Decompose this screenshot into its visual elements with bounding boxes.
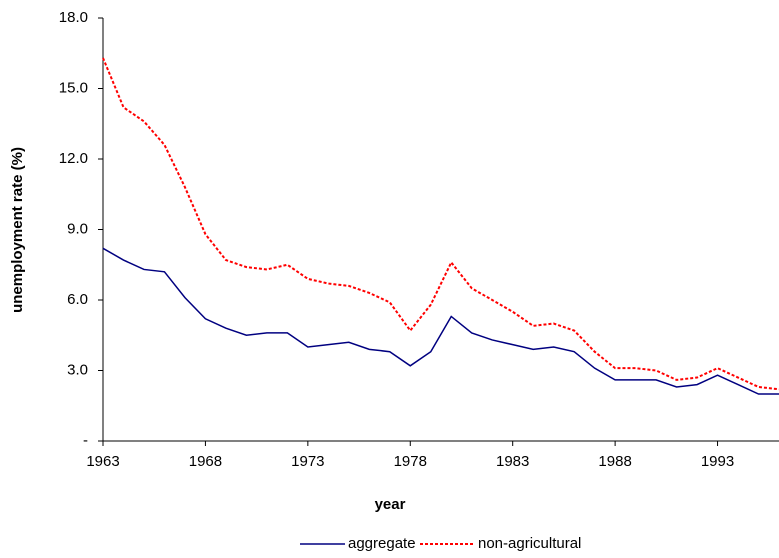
- series-line: [102, 247, 779, 395]
- y-tick-label: 3.0: [67, 361, 88, 378]
- x-tick-label: 1983: [496, 453, 529, 470]
- y-tick-label: 15.0: [59, 79, 88, 96]
- x-tick-label: 1963: [86, 453, 119, 470]
- y-axis-title: unemployment rate (%): [9, 147, 26, 313]
- x-tick-label: 1968: [189, 453, 222, 470]
- x-tick-label: 1993: [701, 453, 734, 470]
- y-tick-label: 9.0: [67, 220, 88, 237]
- x-tick-label: 1988: [598, 453, 631, 470]
- x-tick-label: 1978: [394, 453, 427, 470]
- y-tick-label: -: [83, 432, 88, 449]
- y-tick-label: 18.0: [59, 9, 88, 26]
- legend-label: non-agricultural: [478, 535, 581, 552]
- y-tick-label: 6.0: [67, 291, 88, 308]
- x-axis-title: year: [375, 496, 406, 513]
- legend-label: aggregate: [348, 535, 416, 552]
- x-tick-label: 1973: [291, 453, 324, 470]
- y-tick-label: 12.0: [59, 150, 88, 167]
- series-line: [102, 57, 779, 391]
